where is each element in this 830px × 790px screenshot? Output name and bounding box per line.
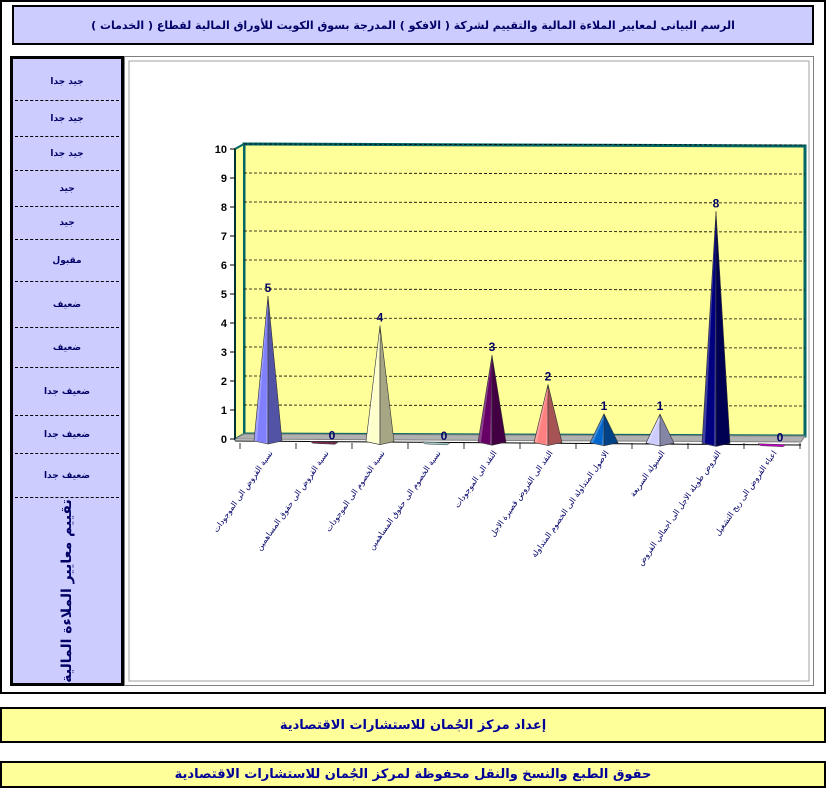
sidebar-rating-3: جيد (15, 171, 119, 207)
data-label-0: 5 (265, 281, 272, 295)
page-title: الرسم البيانى لمعايير الملاءة المالية وا… (12, 5, 814, 45)
bar-9-flat (757, 443, 787, 447)
sidebar-vertical-label-container: تقييم معايير الملاءة المالية (15, 499, 119, 683)
bar-2-right-face (379, 325, 395, 445)
y-tick-label-7: 7 (221, 231, 227, 243)
footer-copyright: حقوق الطبع والنسخ والنقل محفوظة لمركز ال… (0, 761, 826, 788)
bar-0-front (257, 300, 268, 443)
bar-4-right-face (491, 355, 507, 446)
bar-5-front (537, 388, 548, 445)
bar-8-front (705, 215, 716, 446)
bar-6-right-face (603, 413, 619, 447)
y-tick-label-6: 6 (221, 260, 227, 272)
sidebar-rating-8: ضعيف جدا (15, 368, 119, 416)
sidebar-rating-9: ضعيف جدا (15, 416, 119, 454)
y-tick-label-10: 10 (215, 144, 227, 156)
data-label-7: 1 (657, 399, 664, 413)
bar-4-front (481, 359, 492, 445)
gridline-9 (243, 172, 806, 175)
gridline-7 (243, 230, 806, 233)
data-label-5: 2 (545, 370, 552, 384)
sidebar-vertical-label: تقييم معايير الملاءة المالية (59, 499, 75, 683)
bar-5-right-face (547, 384, 563, 446)
bar-1-flat (309, 441, 339, 445)
bar-6-front (593, 417, 604, 445)
plot-side-wall (234, 142, 245, 441)
y-tick-label-2: 2 (221, 376, 227, 388)
sidebar-rating-1: جيد جدا (15, 101, 119, 137)
data-label-4: 3 (489, 340, 496, 354)
bar-7-front (649, 418, 660, 446)
gridline-10 (243, 143, 806, 146)
y-tick-label-5: 5 (221, 289, 227, 301)
bar-8-right-face (715, 211, 731, 447)
bar-2-front (369, 329, 380, 444)
y-tick-label-0: 0 (221, 434, 227, 446)
y-tick-label-8: 8 (221, 202, 227, 214)
footer-prepared-by: إعداد مركز الجُمان للاستشارات الاقتصادية (0, 707, 826, 743)
data-label-1: 0 (329, 428, 336, 442)
sidebar-rating-5: مقبول (15, 240, 119, 282)
y-tick-label-9: 9 (221, 173, 227, 185)
data-label-8: 8 (713, 196, 720, 210)
data-label-2: 4 (377, 311, 384, 325)
sidebar-rating-0: جيد جدا (15, 63, 119, 101)
bar-3-flat (421, 441, 451, 446)
data-label-9: 0 (777, 431, 784, 445)
y-tick-label-1: 1 (221, 405, 227, 417)
sidebar-rating-6: ضعيف (15, 282, 119, 328)
data-label-6: 1 (601, 399, 608, 413)
gridline-8 (243, 201, 806, 204)
bar-7-right-face (659, 413, 675, 447)
sidebar-rating-7: ضعيف (15, 328, 119, 368)
chart-area: 0 1 2 3 4 5 6 7 8 9 10 5 0 4 0 3 2 1 1 8 0 نسبة القروض الى ال… (124, 56, 814, 686)
bar-0-right-face (267, 295, 283, 445)
sidebar-rating-2: جيد جدا (15, 137, 119, 171)
sidebar-rating-4: جيد (15, 207, 119, 240)
rating-sidebar: جيد جدا جيد جدا جيد جدا جيد جيد مقبول ضعيف ضعيف… (10, 56, 124, 686)
data-label-3: 0 (441, 429, 448, 443)
y-tick-label-4: 4 (221, 318, 228, 330)
y-tick-label-3: 3 (221, 347, 227, 359)
gridline-6 (243, 259, 806, 262)
sidebar-rating-10: ضعيف جدا (15, 454, 119, 498)
